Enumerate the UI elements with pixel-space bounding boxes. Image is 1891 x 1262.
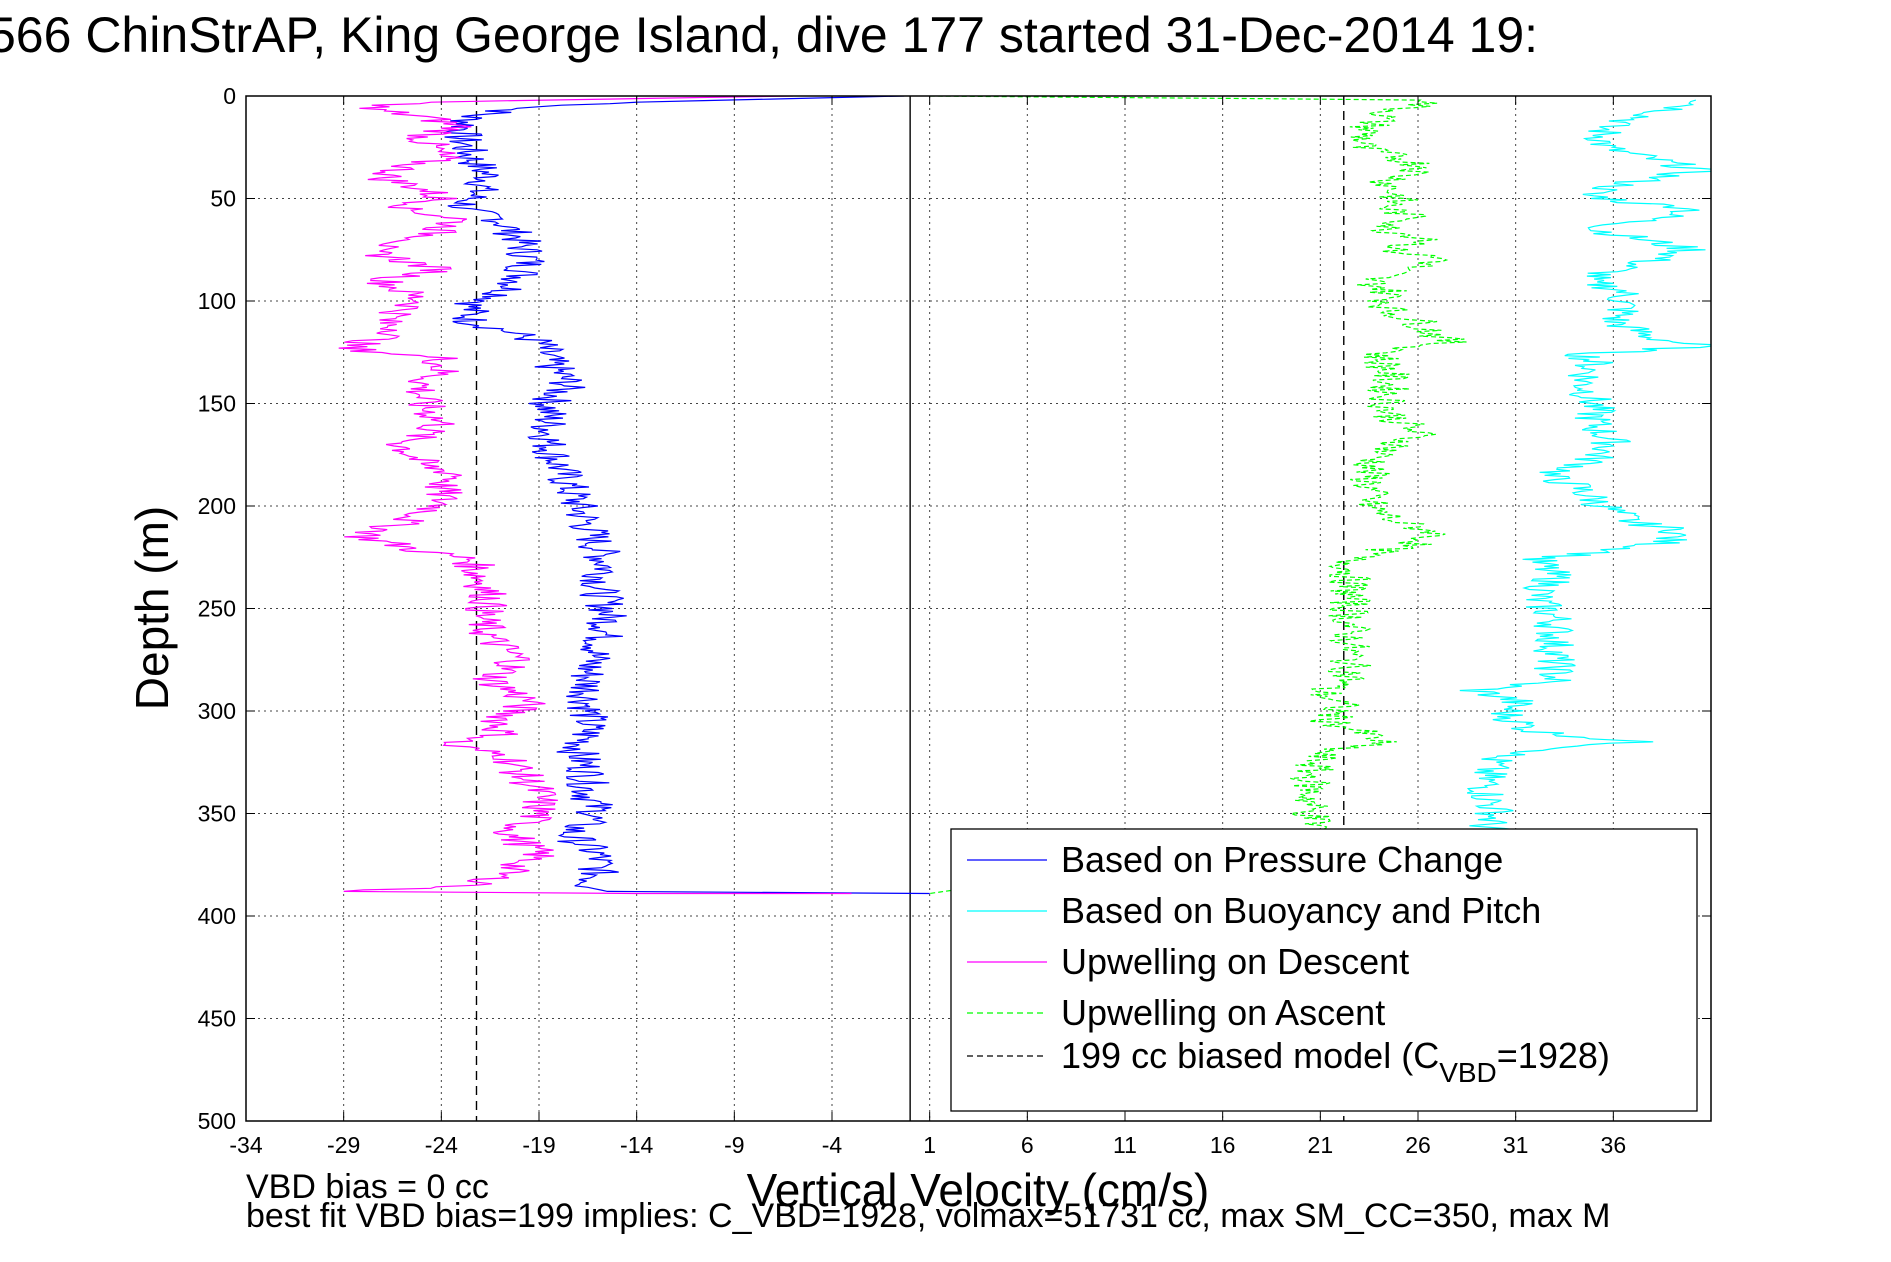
x-tick-label: -14	[620, 1132, 653, 1158]
x-tick-label: -9	[724, 1132, 744, 1158]
legend-box	[950, 828, 1698, 1112]
x-tick-label: 26	[1405, 1132, 1431, 1158]
x-tick-label: 6	[1021, 1132, 1034, 1158]
y-axis-label: Depth (m)	[126, 506, 178, 710]
legend-label-text: Based on Buoyancy and Pitch	[1061, 890, 1541, 931]
x-tick-label: 1	[923, 1132, 936, 1158]
y-tick-label: 450	[198, 1006, 236, 1032]
series-line-2	[338, 96, 852, 895]
y-axis-ticks: 0 50 100 150 200 250 300 350 400 450 500	[198, 83, 1711, 1134]
legend-label-suffix: =1928)	[1497, 1035, 1610, 1076]
vbd-bias-note: VBD bias = 0 cc	[246, 1168, 489, 1206]
legend-label-1: Based on Buoyancy and Pitch	[1061, 890, 1541, 931]
legend-label-3: Upwelling on Ascent	[1061, 992, 1385, 1033]
x-tick-label: 36	[1601, 1132, 1627, 1158]
x-axis-label: Vertical Velocity (cm/s)	[747, 1164, 1210, 1216]
legend-label-text: Based on Pressure Change	[1061, 839, 1503, 880]
legend-label-subscript: VBD	[1439, 1057, 1497, 1088]
y-tick-label: 150	[198, 391, 236, 417]
y-tick-label: 0	[223, 83, 236, 109]
y-tick-label: 300	[198, 698, 236, 724]
best-fit-note: best fit VBD bias=199 implies: C_VBD=192…	[246, 1197, 1611, 1235]
x-axis-ticks: -34 -29 -24 -19 -14 -9 -4 1 6 11 16 21 26 31 36	[229, 96, 1626, 1158]
x-tick-label: 31	[1503, 1132, 1529, 1158]
y-tick-label: 200	[198, 493, 236, 519]
x-tick-label: 11	[1113, 1132, 1137, 1158]
series-line-3	[929, 96, 1467, 895]
y-tick-label: 350	[198, 801, 236, 827]
legend: Based on Pressure Change Based on Buoyanc…	[950, 828, 1698, 1112]
series-group	[338, 96, 1711, 895]
legend-label-text: 199 cc biased model (C	[1061, 1035, 1439, 1076]
legend-label-text: Upwelling on Ascent	[1061, 992, 1385, 1033]
x-tick-label: -19	[522, 1132, 555, 1158]
legend-label-2: Upwelling on Descent	[1061, 941, 1409, 982]
series-line-0	[443, 96, 930, 895]
y-tick-label: 400	[198, 903, 236, 929]
x-tick-label: -4	[822, 1132, 843, 1158]
reference-lines	[475, 96, 1345, 1121]
x-tick-label: -24	[425, 1132, 458, 1158]
y-tick-label: 250	[198, 596, 236, 622]
legend-label-text: Upwelling on Descent	[1061, 941, 1409, 982]
legend-label-0: Based on Pressure Change	[1061, 839, 1503, 880]
x-tick-label: 21	[1308, 1132, 1334, 1158]
y-tick-label: 50	[210, 186, 236, 212]
legend-label-4: 199 cc biased model (CVBD=1928)	[1061, 1035, 1610, 1088]
x-tick-label: -34	[229, 1132, 262, 1158]
series-line-1	[1459, 99, 1711, 835]
x-tick-label: 16	[1210, 1132, 1236, 1158]
y-tick-label: 100	[198, 288, 236, 314]
y-tick-label: 500	[198, 1108, 236, 1134]
x-tick-label: -29	[327, 1132, 360, 1158]
chart-title: 566 ChinStrAP, King George Island, dive …	[0, 7, 1539, 63]
